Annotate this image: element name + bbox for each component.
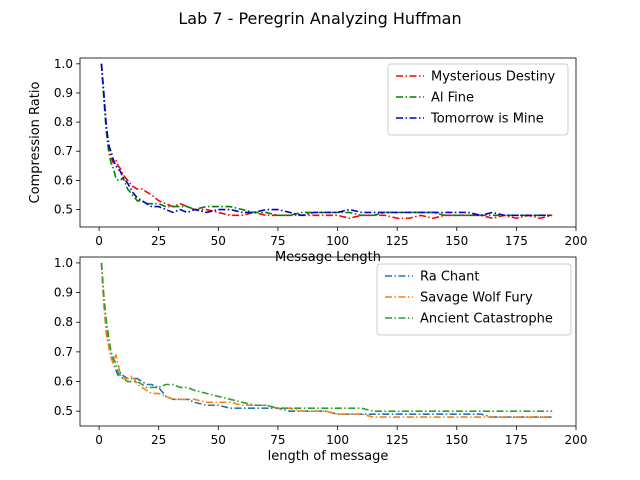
legend-label-1-0: Ra Chant (420, 270, 479, 285)
series-line-0-0 (100, 63, 553, 220)
legend-label-1-1: Savage Wolf Fury (420, 291, 533, 306)
legend-label-1-2: Ancient Catastrophe (420, 312, 553, 327)
x-tick-label-0-2: 50 (211, 234, 226, 248)
series-line-0-2 (100, 63, 553, 217)
x-tick-label-0-4: 100 (326, 234, 349, 248)
series-line-0-1 (100, 63, 553, 217)
y-tick-label-0-4: 0.9 (54, 86, 73, 100)
series-line-1-0 (100, 262, 553, 418)
legend-label-0-2: Tomorrow is Mine (430, 112, 544, 127)
x-tick-label-0-6: 150 (445, 234, 468, 248)
axes-frame-1 (79, 256, 577, 427)
x-tick-label-1-2: 50 (211, 433, 226, 447)
chart-top: 0 25 50 75 100 125 150 175 200 0.5 0.6 0.7 0.8 0.9 1.0… (28, 57, 587, 265)
axes-frame-0 (79, 57, 577, 228)
x-tick-label-0-5: 125 (386, 234, 409, 248)
y-tick-label-1-2: 0.7 (54, 345, 73, 359)
y-tick-label-1-3: 0.8 (54, 315, 73, 329)
y-tick-label-0-0: 0.5 (54, 203, 73, 217)
x-tick-label-1-0: 0 (95, 433, 103, 447)
chart-bottom: 0 25 50 75 100 125 150 175 200 0.5 0.6 0.7 0.8 0.9 1.0… (54, 256, 588, 464)
y-tick-label-1-4: 0.9 (54, 286, 73, 300)
y-tick-label-0-3: 0.8 (54, 115, 73, 129)
x-tick-label-1-5: 125 (386, 433, 409, 447)
series-line-1-1 (100, 262, 553, 418)
x-tick-label-1-3: 75 (270, 433, 285, 447)
x-tick-label-1-1: 25 (151, 433, 166, 447)
legend-box-0 (387, 63, 569, 136)
legend-box-1 (376, 263, 572, 336)
y-tick-label-0-5: 1.0 (54, 57, 73, 71)
x-axis-label-0: Message Length (275, 250, 381, 265)
figure-suptitle: Lab 7 - Peregrin Analyzing Huffman (178, 9, 461, 28)
x-tick-label-0-8: 200 (565, 234, 588, 248)
x-tick-label-0-7: 175 (505, 234, 528, 248)
x-tick-label-0-0: 0 (95, 234, 103, 248)
x-tick-label-0-3: 75 (270, 234, 285, 248)
x-tick-label-1-8: 200 (565, 433, 588, 447)
y-axis-label-0: Compression Ratio (28, 82, 43, 204)
x-tick-label-1-4: 100 (326, 433, 349, 447)
x-tick-label-1-7: 175 (505, 433, 528, 447)
legend-label-0-1: Al Fine (431, 91, 474, 106)
legend-label-0-0: Mysterious Destiny (431, 70, 556, 85)
y-tick-label-1-1: 0.6 (54, 375, 73, 389)
x-axis-label-1: length of message (268, 449, 389, 464)
y-tick-label-0-2: 0.7 (54, 144, 73, 158)
y-tick-label-0-1: 0.6 (54, 173, 73, 187)
y-tick-label-1-0: 0.5 (54, 404, 73, 418)
y-tick-label-1-5: 1.0 (54, 256, 73, 270)
x-tick-label-1-6: 150 (445, 433, 468, 447)
x-tick-label-0-1: 25 (151, 234, 166, 248)
